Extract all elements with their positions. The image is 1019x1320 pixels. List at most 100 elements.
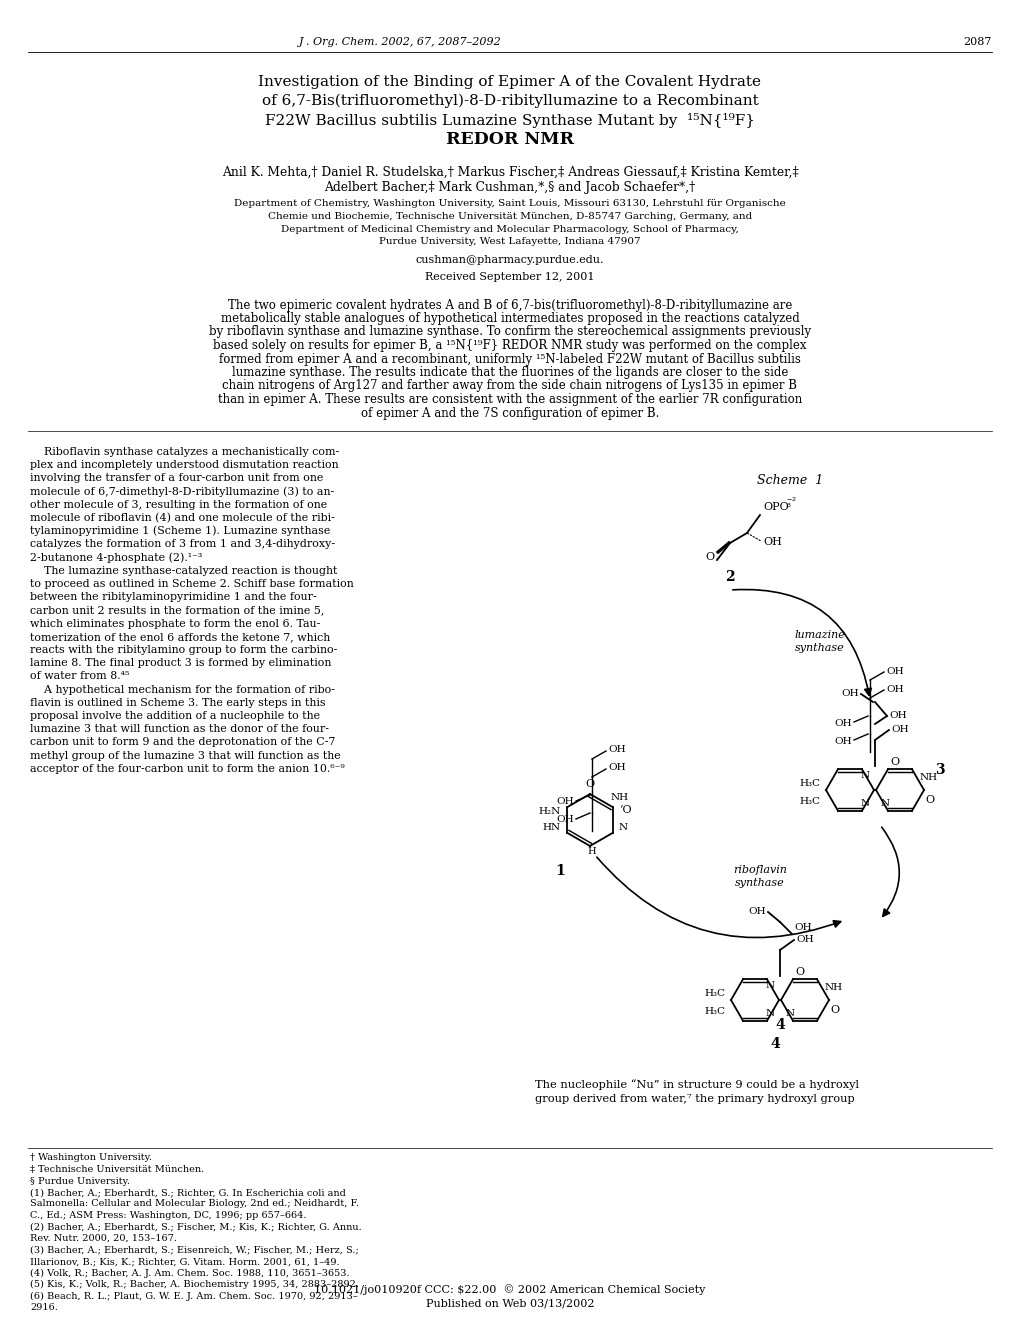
Text: Adelbert Bacher,‡ Mark Cushman,*,§ and Jacob Schaefer*,†: Adelbert Bacher,‡ Mark Cushman,*,§ and J… <box>324 181 695 194</box>
Text: lamine 8. The final product 3 is formed by elimination: lamine 8. The final product 3 is formed … <box>30 659 331 668</box>
Text: O: O <box>585 779 594 789</box>
Text: Scheme  1: Scheme 1 <box>756 474 822 487</box>
Text: 1: 1 <box>554 865 565 878</box>
FancyArrowPatch shape <box>732 590 870 696</box>
Text: H₃C: H₃C <box>798 797 819 807</box>
Text: § Purdue University.: § Purdue University. <box>30 1176 129 1185</box>
Text: than in epimer A. These results are consistent with the assignment of the earlie: than in epimer A. These results are cons… <box>218 393 801 407</box>
Text: HN: HN <box>542 824 560 833</box>
Text: Published on Web 03/13/2002: Published on Web 03/13/2002 <box>425 1299 594 1309</box>
Text: 2: 2 <box>725 570 734 583</box>
Text: plex and incompletely understood dismutation reaction: plex and incompletely understood dismuta… <box>30 461 338 470</box>
Text: Rev. Nutr. 2000, 20, 153–167.: Rev. Nutr. 2000, 20, 153–167. <box>30 1234 177 1243</box>
Text: proposal involve the addition of a nucleophile to the: proposal involve the addition of a nucle… <box>30 711 320 721</box>
Text: N: N <box>764 1010 773 1019</box>
Text: N: N <box>879 800 889 808</box>
Text: NH: NH <box>610 793 629 803</box>
Text: by riboflavin synthase and lumazine synthase. To confirm the stereochemical assi: by riboflavin synthase and lumazine synt… <box>209 326 810 338</box>
Text: 4: 4 <box>769 1038 780 1051</box>
Text: H₃C: H₃C <box>703 1007 725 1016</box>
Text: (3) Bacher, A.; Eberhardt, S.; Eisenreich, W.; Fischer, M.; Herz, S.;: (3) Bacher, A.; Eberhardt, S.; Eisenreic… <box>30 1246 359 1254</box>
Text: Department of Chemistry, Washington University, Saint Louis, Missouri 63130, Leh: Department of Chemistry, Washington Univ… <box>234 199 785 209</box>
Text: OH: OH <box>834 718 851 727</box>
Text: Anil K. Mehta,† Daniel R. Studelska,† Markus Fischer,‡ Andreas Giessauf,‡ Kristi: Anil K. Mehta,† Daniel R. Studelska,† Ma… <box>221 165 798 178</box>
Text: O: O <box>795 968 804 977</box>
Text: A hypothetical mechanism for the formation of ribo-: A hypothetical mechanism for the formati… <box>30 685 334 694</box>
Text: formed from epimer A and a recombinant, uniformly ¹⁵N-labeled F22W mutant of Bac: formed from epimer A and a recombinant, … <box>219 352 800 366</box>
Text: The lumazine synthase-catalyzed reaction is thought: The lumazine synthase-catalyzed reaction… <box>30 566 337 576</box>
Text: molecule of 6,7-dimethyl-8-D-ribityllumazine (3) to an-: molecule of 6,7-dimethyl-8-D-ribitylluma… <box>30 486 334 496</box>
Text: molecule of riboflavin (4) and one molecule of the ribi-: molecule of riboflavin (4) and one molec… <box>30 513 334 523</box>
Text: 2087: 2087 <box>963 37 991 48</box>
Text: O: O <box>924 795 933 805</box>
Text: F22W Bacillus subtilis Lumazine Synthase Mutant by  ¹⁵N{¹⁹F}: F22W Bacillus subtilis Lumazine Synthase… <box>265 112 754 128</box>
Text: other molecule of 3, resulting in the formation of one: other molecule of 3, resulting in the fo… <box>30 500 327 510</box>
Text: J . Org. Chem. 2002, 67, 2087–2092: J . Org. Chem. 2002, 67, 2087–2092 <box>299 37 501 48</box>
Text: Received September 12, 2001: Received September 12, 2001 <box>425 272 594 282</box>
Text: Department of Medicinal Chemistry and Molecular Pharmacology, School of Pharmacy: Department of Medicinal Chemistry and Mo… <box>281 224 738 234</box>
Text: based solely on results for epimer B, a ¹⁵N{¹⁹F} REDOR NMR study was performed o: based solely on results for epimer B, a … <box>213 339 806 352</box>
Text: ‡ Technische Universität München.: ‡ Technische Universität München. <box>30 1166 204 1173</box>
Text: OH: OH <box>834 737 851 746</box>
Text: tylaminopyrimidine 1 (Scheme 1). Lumazine synthase: tylaminopyrimidine 1 (Scheme 1). Lumazin… <box>30 525 330 536</box>
Text: flavin is outlined in Scheme 3. The early steps in this: flavin is outlined in Scheme 3. The earl… <box>30 698 325 708</box>
Text: to proceed as outlined in Scheme 2. Schiff base formation: to proceed as outlined in Scheme 2. Schi… <box>30 579 354 589</box>
Text: synthase: synthase <box>735 878 784 888</box>
Text: H₃C: H₃C <box>798 780 819 788</box>
Text: 10.1021/jo010920f CCC: $22.00  © 2002 American Chemical Society: 10.1021/jo010920f CCC: $22.00 © 2002 Ame… <box>314 1284 705 1295</box>
Text: Purdue University, West Lafayette, Indiana 47907: Purdue University, West Lafayette, India… <box>379 238 640 246</box>
Text: OH: OH <box>748 907 765 916</box>
Text: reacts with the ribitylamino group to form the carbino-: reacts with the ribitylamino group to fo… <box>30 645 337 655</box>
Text: The two epimeric covalent hydrates A and B of 6,7-bis(trifluoromethyl)-8-D-ribit: The two epimeric covalent hydrates A and… <box>227 298 792 312</box>
Text: which eliminates phosphate to form the enol 6. Tau-: which eliminates phosphate to form the e… <box>30 619 320 628</box>
Text: (5) Kis, K.; Volk, R.; Bacher, A. Biochemistry 1995, 34, 2883–2892.: (5) Kis, K.; Volk, R.; Bacher, A. Bioche… <box>30 1280 359 1290</box>
Text: ’O: ’O <box>619 805 631 814</box>
Text: N: N <box>860 771 869 780</box>
Text: acceptor of the four-carbon unit to form the anion 10.⁶⁻⁹: acceptor of the four-carbon unit to form… <box>30 764 344 774</box>
Text: OH: OH <box>841 689 858 697</box>
Text: lumazine: lumazine <box>794 630 845 640</box>
Text: methyl group of the lumazine 3 that will function as the: methyl group of the lumazine 3 that will… <box>30 751 340 760</box>
Text: H: H <box>587 847 596 857</box>
Text: synthase: synthase <box>795 643 844 653</box>
Text: of 6,7-Bis(trifluoromethyl)-8-D-ribityllumazine to a Recombinant: of 6,7-Bis(trifluoromethyl)-8-D-ribityll… <box>261 94 758 108</box>
Text: cushman@pharmacy.purdue.edu.: cushman@pharmacy.purdue.edu. <box>416 255 603 265</box>
Text: O: O <box>705 552 714 562</box>
Text: group derived from water,⁷ the primary hydroxyl group: group derived from water,⁷ the primary h… <box>535 1094 854 1104</box>
FancyArrowPatch shape <box>880 828 899 916</box>
Text: N: N <box>619 824 628 833</box>
Text: N: N <box>860 800 869 808</box>
Text: of epimer A and the 7S configuration of epimer B.: of epimer A and the 7S configuration of … <box>361 407 658 420</box>
Text: Salmonella: Cellular and Molecular Biology, 2nd ed.; Neidhardt, F.: Salmonella: Cellular and Molecular Biolo… <box>30 1200 359 1209</box>
Text: C., Ed.; ASM Press: Washington, DC, 1996; pp 657–664.: C., Ed.; ASM Press: Washington, DC, 1996… <box>30 1210 306 1220</box>
Text: between the ribitylaminopyrimidine 1 and the four-: between the ribitylaminopyrimidine 1 and… <box>30 593 317 602</box>
Text: OH: OH <box>795 935 813 944</box>
Text: REDOR NMR: REDOR NMR <box>445 131 574 148</box>
Text: catalyzes the formation of 3 from 1 and 3,4-dihydroxy-: catalyzes the formation of 3 from 1 and … <box>30 540 335 549</box>
Text: OH: OH <box>886 667 903 676</box>
Text: carbon unit 2 results in the formation of the imine 5,: carbon unit 2 results in the formation o… <box>30 606 324 615</box>
Text: tomerization of the enol 6 affords the ketone 7, which: tomerization of the enol 6 affords the k… <box>30 632 330 642</box>
Text: The nucleophile “Nu” in structure 9 could be a hydroxyl: The nucleophile “Nu” in structure 9 coul… <box>535 1080 858 1090</box>
Text: lumazine 3 that will function as the donor of the four-: lumazine 3 that will function as the don… <box>30 725 329 734</box>
Text: (1) Bacher, A.; Eberhardt, S.; Richter, G. In Escherichia coli and: (1) Bacher, A.; Eberhardt, S.; Richter, … <box>30 1188 345 1197</box>
FancyArrowPatch shape <box>596 857 840 937</box>
Text: $_3^{-2}$: $_3^{-2}$ <box>786 495 796 510</box>
Text: † Washington University.: † Washington University. <box>30 1154 152 1163</box>
Text: H₃C: H₃C <box>703 990 725 998</box>
Text: (2) Bacher, A.; Eberhardt, S.; Fischer, M.; Kis, K.; Richter, G. Annu.: (2) Bacher, A.; Eberhardt, S.; Fischer, … <box>30 1222 362 1232</box>
Text: OH: OH <box>607 746 625 755</box>
Text: (6) Beach, R. L.; Plaut, G. W. E. J. Am. Chem. Soc. 1970, 92, 2913–: (6) Beach, R. L.; Plaut, G. W. E. J. Am.… <box>30 1291 358 1300</box>
Text: 4: 4 <box>774 1018 784 1032</box>
Text: Illarionov, B.; Kis, K.; Richter, G. Vitam. Horm. 2001, 61, 1–49.: Illarionov, B.; Kis, K.; Richter, G. Vit… <box>30 1257 339 1266</box>
Text: OH: OH <box>555 797 574 807</box>
Text: OH: OH <box>762 537 782 546</box>
Text: OH: OH <box>891 725 908 734</box>
Text: OH: OH <box>889 710 906 719</box>
Text: OH: OH <box>793 924 811 932</box>
Text: NH: NH <box>824 983 843 993</box>
Text: metabolically stable analogues of hypothetical intermediates proposed in the rea: metabolically stable analogues of hypoth… <box>220 312 799 325</box>
Text: N: N <box>764 982 773 990</box>
Text: OH: OH <box>607 763 625 772</box>
Text: riboflavin: riboflavin <box>733 865 787 875</box>
